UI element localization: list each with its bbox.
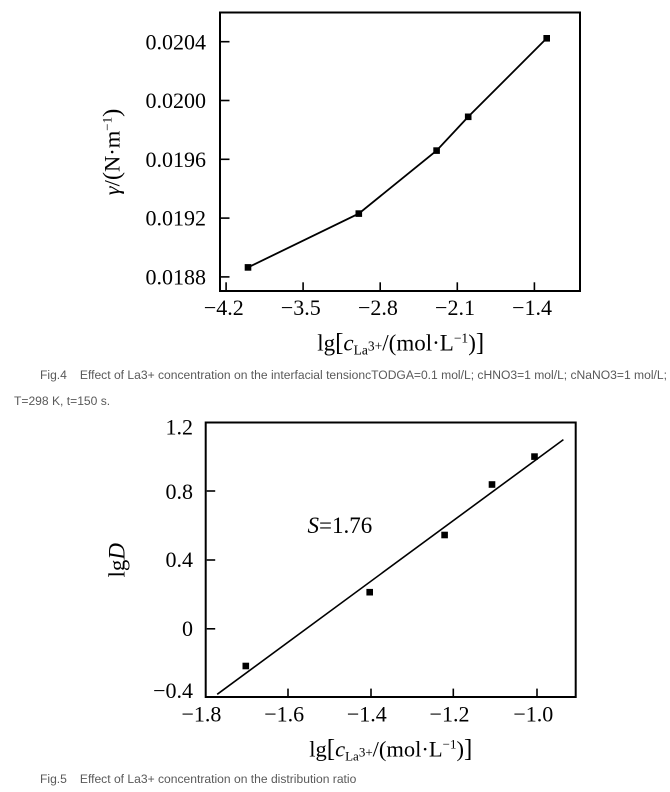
svg-text:−1.6: −1.6: [264, 702, 304, 727]
svg-text:γ/(N·m−1): γ/(N·m−1): [99, 109, 126, 196]
svg-text:−2.8: −2.8: [358, 295, 398, 320]
svg-text:0.0204: 0.0204: [146, 29, 207, 54]
svg-text:−3.5: −3.5: [281, 295, 321, 320]
svg-text:−1.8: −1.8: [181, 702, 221, 727]
svg-text:lg[cLa3+/(mol·L−1)]: lg[cLa3+/(mol·L−1)]: [309, 736, 472, 764]
svg-text:−0.4: −0.4: [153, 678, 193, 703]
svg-text:S=1.76: S=1.76: [308, 513, 373, 538]
svg-text:−2.1: −2.1: [435, 295, 475, 320]
svg-text:0.8: 0.8: [166, 479, 194, 504]
svg-text:0.0188: 0.0188: [146, 265, 207, 290]
svg-text:−4.2: −4.2: [204, 295, 244, 320]
svg-text:−1.0: −1.0: [513, 702, 553, 727]
svg-text:−1.4: −1.4: [347, 702, 387, 727]
svg-text:0.4: 0.4: [166, 547, 194, 572]
svg-text:−1.2: −1.2: [430, 702, 470, 727]
svg-text:lgD: lgD: [105, 543, 130, 578]
svg-text:lg[cLa3+/(mol·L−1)]: lg[cLa3+/(mol·L−1)]: [317, 330, 484, 358]
svg-text:0.0200: 0.0200: [146, 88, 207, 113]
svg-text:−1.4: −1.4: [512, 295, 552, 320]
svg-text:0: 0: [182, 616, 193, 641]
svg-text:0.0192: 0.0192: [146, 206, 207, 231]
svg-text:0.0196: 0.0196: [146, 147, 207, 172]
svg-text:1.2: 1.2: [166, 415, 194, 440]
